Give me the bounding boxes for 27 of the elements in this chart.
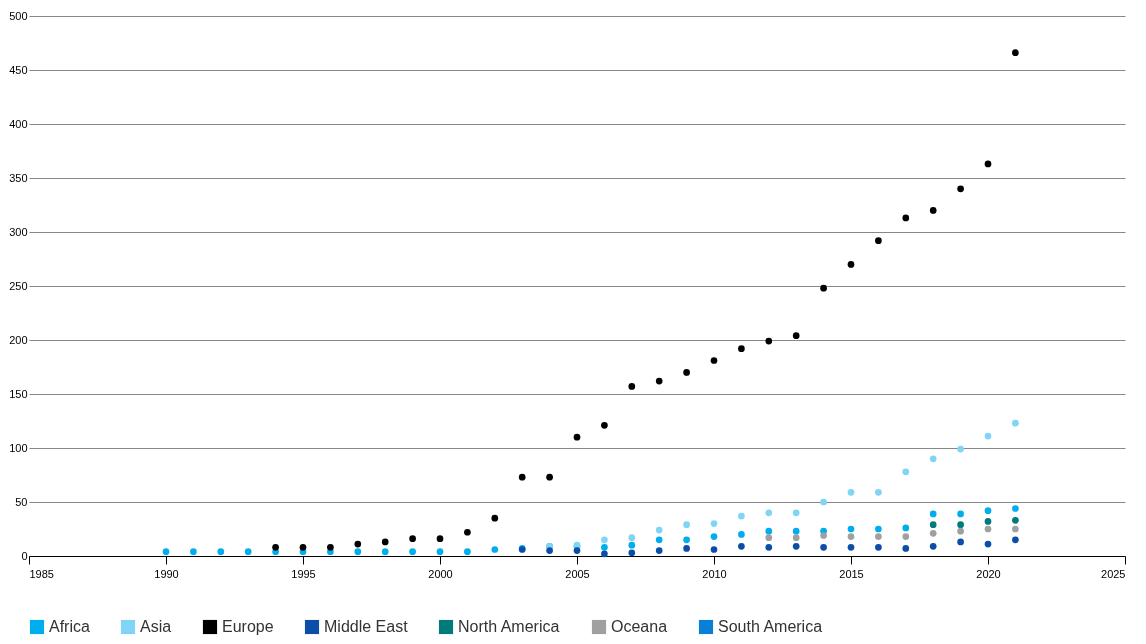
y-tick-label: 0	[21, 549, 28, 562]
y-tick-label: 300	[9, 225, 28, 238]
x-tick-label: 2025	[1101, 567, 1126, 580]
x-tick-label: 2005	[565, 567, 590, 580]
legend-label: South America	[718, 618, 823, 635]
legend-label: Europe	[222, 618, 274, 635]
y-tick-label: 350	[9, 171, 28, 184]
y-tick-label: 100	[9, 441, 28, 454]
y-tick-label: 50	[15, 495, 28, 508]
y-tick-label: 150	[9, 387, 28, 400]
x-tick-label: 2015	[839, 567, 864, 580]
x-tick-label: 2000	[428, 567, 453, 580]
legend-label: Middle East	[324, 618, 409, 635]
y-tick-label: 400	[9, 117, 28, 130]
y-tick-label: 250	[9, 279, 28, 292]
y-tick-label: 500	[9, 9, 28, 22]
x-tick-label: 2020	[976, 567, 1001, 580]
legend-label: Oceana	[611, 618, 668, 635]
x-tick-label: 1990	[154, 567, 179, 580]
legend-label: Africa	[49, 618, 90, 635]
x-tick-label: 1985	[29, 567, 54, 580]
x-tick-label: 1995	[291, 567, 316, 580]
legend-label: North America	[458, 618, 560, 635]
y-tick-label: 450	[9, 63, 28, 76]
y-tick-label: 200	[9, 333, 28, 346]
x-tick-label: 2010	[702, 567, 727, 580]
legend-label: Asia	[140, 618, 172, 635]
